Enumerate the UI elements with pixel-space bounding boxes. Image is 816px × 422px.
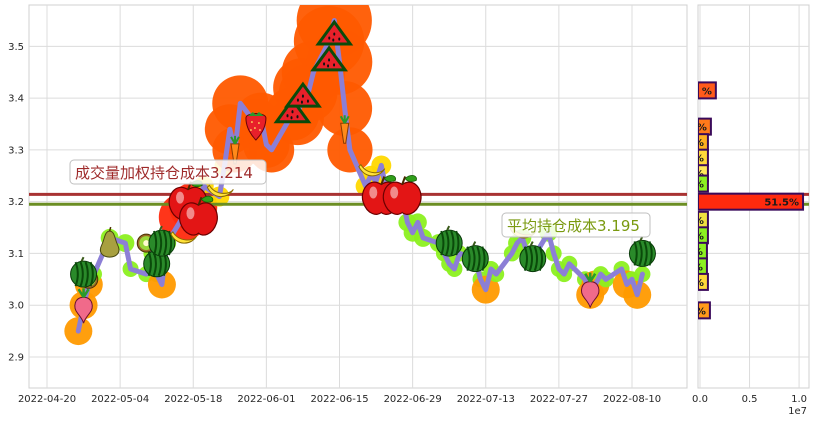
watermelon-icon [519,241,547,273]
distribution-bar-label: % [694,278,704,289]
radish-icon [74,288,93,324]
y-tick-label: 3.1 [8,249,24,260]
distribution-bar [698,174,709,193]
cost-annotation-box [501,212,651,238]
apple-icon [382,175,422,215]
pear-icon [99,226,120,258]
watermelon-icon [435,225,463,257]
x-tick-label: 1.0 [791,394,807,405]
watermelon-icon [315,19,354,46]
cost-annotation-label: 平均持仓成本3.195 [507,217,640,235]
x-tick-label: 2022-06-01 [237,394,295,405]
x-tick-label: 2022-06-15 [310,394,368,405]
watermelon-icon [310,45,348,72]
distribution-bar-label: 51.5% [764,198,799,209]
x-tick-label: 2022-07-13 [457,394,515,405]
y-tick-label: 3.0 [8,301,24,312]
banana-icon [358,163,386,177]
distribution-bar [698,81,717,100]
radish-icon [581,272,600,308]
watermelon-icon [143,246,171,278]
watermelon-icon [283,81,322,108]
distribution-bar-label: % [694,180,704,191]
y-tick-label: 3.2 [8,197,24,208]
watermelon-icon [628,235,656,267]
x-tick-label: 2022-07-27 [530,394,588,405]
distribution-bar [698,192,805,211]
watermelon-icon [148,225,176,257]
distribution-bar-label: % [696,306,706,317]
distribution-bar-label: % [694,216,704,227]
distribution-bar-label: % [694,154,704,165]
x-tick-label: 2022-04-20 [18,394,76,405]
distribution-bars: %%%%%%51.5%%%%%%% [693,81,805,320]
distribution-bar-label: % [697,123,707,134]
cost-annotations: 成交量加权持仓成本3.214 平均持仓成本3.195 [69,159,651,238]
banana-icon [170,231,198,244]
watermelon-icon [461,241,489,273]
distribution-bar-label: % [693,247,703,258]
watermelon-icon [70,256,98,288]
x-tick-label: 0.0 [692,394,708,405]
distribution-bar [698,301,711,320]
x-tick-label: 2022-05-18 [164,394,222,405]
carrot-icon [339,115,350,144]
distribution-bar-label: % [693,262,703,273]
main-grid [29,5,687,388]
y-tick-label: 3.3 [8,145,24,156]
apple-icon [179,195,218,236]
cost-annotation-box [69,159,267,185]
distribution-bar-label: % [694,138,704,149]
x-offset-label: 1e7 [788,406,807,417]
x-tick-label: 2022-08-10 [603,394,661,405]
y-tick-label: 2.9 [8,352,24,363]
axis-ticks: 2.9 3.0 3.1 3.2 3.3 3.4 3.5 2022-04-20 2022-05-0… [8,42,807,417]
distribution-bar [698,272,709,291]
banana-icon [206,184,234,198]
y-tick-label: 3.4 [8,94,24,105]
distribution-bar-label: % [694,231,704,242]
strawberry-icon [245,112,267,141]
x-tick-label: 0.5 [742,394,758,405]
y-tick-label: 3.5 [8,42,24,53]
x-tick-label: 2022-05-04 [91,394,149,405]
watermelon-icon [273,97,312,124]
cost-annotation-label: 成交量加权持仓成本3.214 [75,164,253,182]
distribution-bar-label: % [702,86,712,97]
x-tick-label: 2022-06-29 [384,394,442,405]
